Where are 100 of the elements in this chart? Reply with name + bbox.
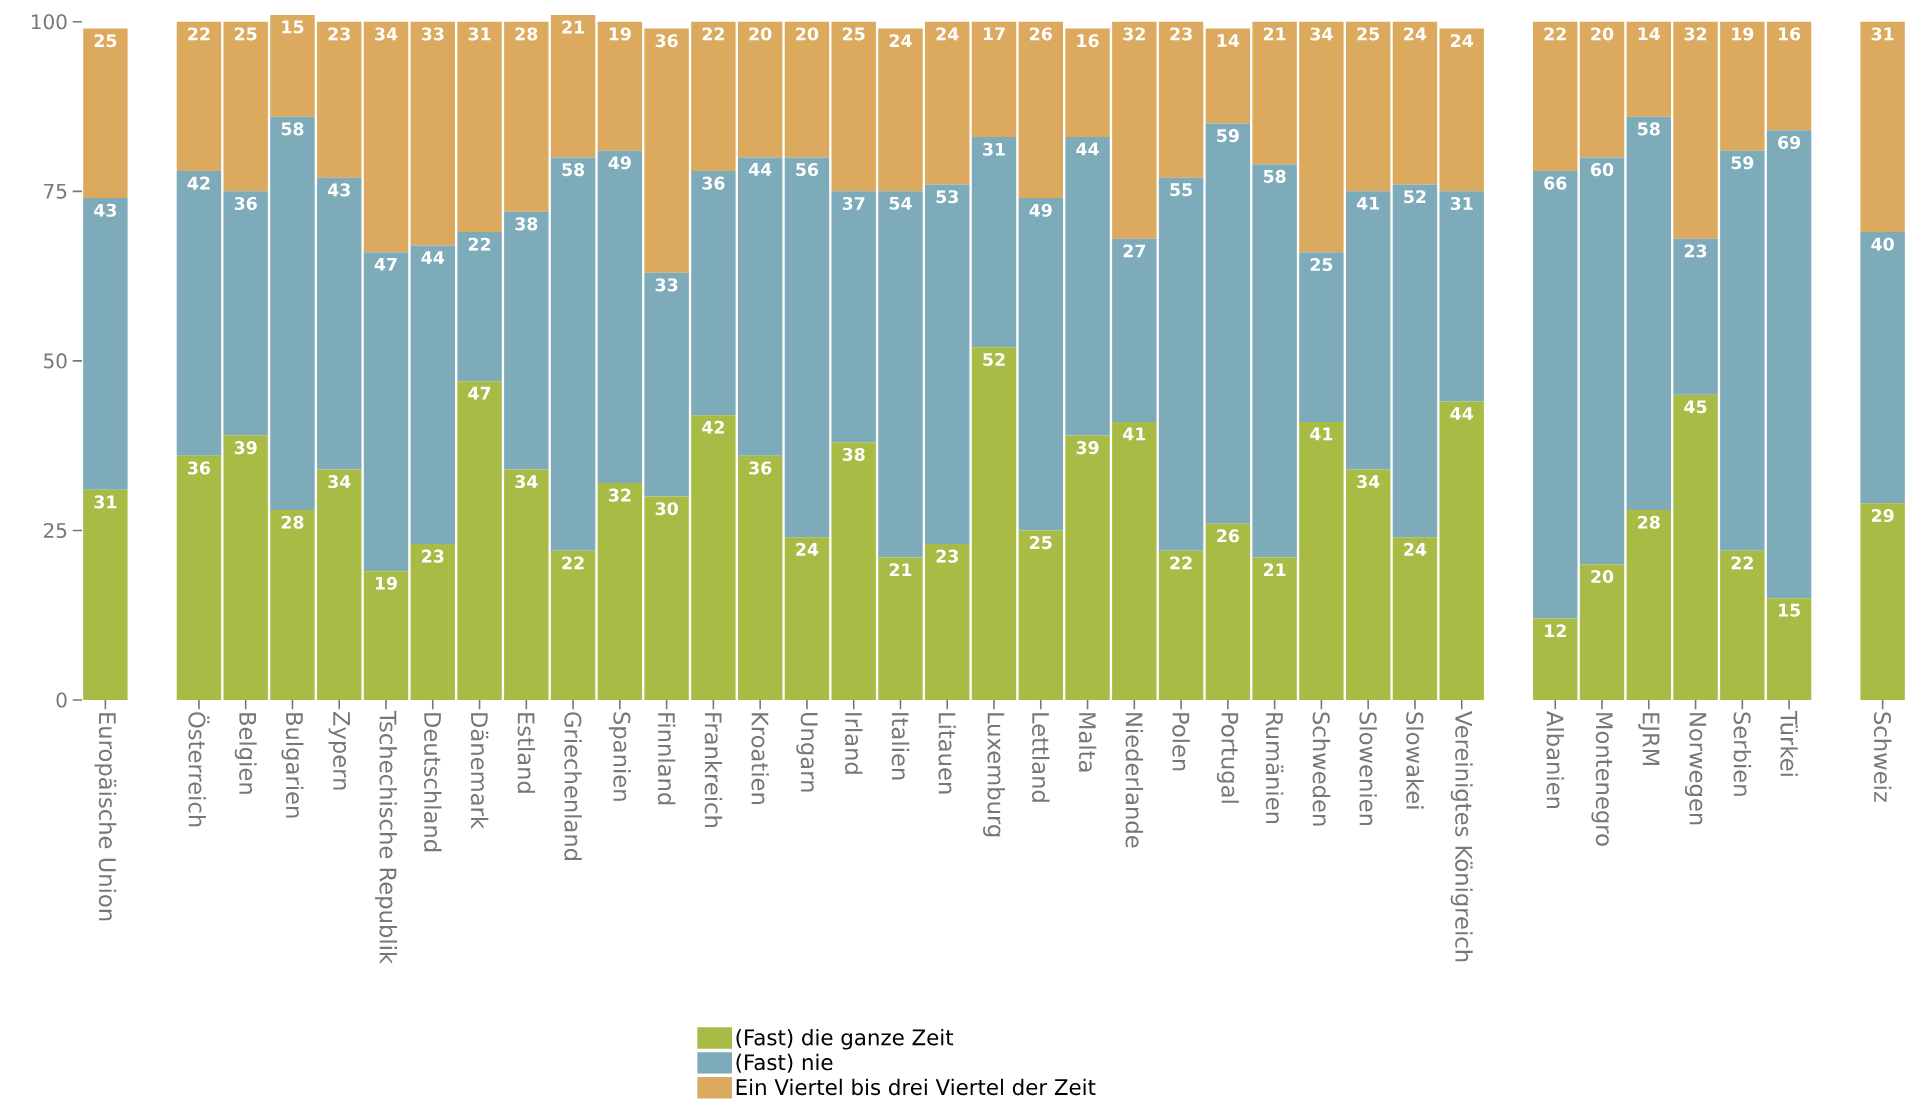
data-label: 54 xyxy=(889,196,912,210)
bar xyxy=(1299,421,1344,700)
bar xyxy=(1860,232,1905,504)
data-label: 28 xyxy=(1638,515,1660,529)
bar xyxy=(1252,557,1297,700)
data-label: 23 xyxy=(328,27,350,41)
data-label: 32 xyxy=(1684,27,1707,41)
x-tick-label: Zypern xyxy=(328,711,350,790)
x-tick-label: Slowenien xyxy=(1359,712,1377,826)
bar xyxy=(1720,21,1765,151)
data-label: 36 xyxy=(655,34,678,48)
bar xyxy=(223,21,268,192)
data-label: 60 xyxy=(1591,163,1614,177)
data-label: 26 xyxy=(1030,27,1052,41)
x-tick-label: Malta xyxy=(1078,713,1097,772)
x-tick-label: Belgien xyxy=(234,713,257,794)
x-tick-label: Frankreich xyxy=(704,713,723,828)
bar xyxy=(971,21,1017,138)
bar xyxy=(83,489,128,700)
bar xyxy=(1439,28,1484,192)
bar xyxy=(878,557,923,700)
bar xyxy=(550,157,596,551)
bar xyxy=(363,252,409,572)
data-label: 34 xyxy=(1310,27,1333,41)
bar xyxy=(1673,394,1718,700)
x-tick-label: Dänemark xyxy=(470,713,489,829)
data-label: 22 xyxy=(468,237,491,251)
bar xyxy=(1065,28,1110,138)
x-tick-label: Finnland xyxy=(657,713,676,805)
bar xyxy=(1626,21,1671,117)
legend-label: (Fast) nie xyxy=(736,1053,833,1073)
bar xyxy=(1065,137,1110,436)
data-label: 43 xyxy=(327,183,350,197)
data-label: 20 xyxy=(749,27,772,41)
data-label: 17 xyxy=(983,27,1005,41)
data-label: 66 xyxy=(1544,176,1567,190)
bar xyxy=(504,469,549,700)
data-label: 22 xyxy=(1544,27,1566,41)
bar xyxy=(1158,177,1204,551)
data-label: 31 xyxy=(468,27,491,41)
bar xyxy=(1392,21,1438,185)
data-label: 31 xyxy=(983,142,1005,156)
bar xyxy=(1299,252,1344,422)
x-tick-label: Tschechische Republik xyxy=(375,710,397,965)
data-label: 29 xyxy=(1871,508,1894,523)
data-label: 24 xyxy=(936,27,959,41)
bar xyxy=(644,496,689,700)
bar xyxy=(1579,157,1625,565)
bar xyxy=(831,21,876,192)
bar xyxy=(831,442,876,700)
data-label: 42 xyxy=(187,176,210,190)
bar xyxy=(223,435,268,700)
y-tick-label: 100 xyxy=(31,14,67,30)
bar xyxy=(1065,435,1110,700)
bar xyxy=(83,198,128,490)
bar xyxy=(1766,598,1812,700)
bar xyxy=(691,415,736,700)
bar xyxy=(270,116,315,511)
bar xyxy=(1112,21,1157,239)
bar xyxy=(363,21,409,253)
data-label: 22 xyxy=(188,27,210,41)
data-label: 47 xyxy=(468,386,491,400)
data-label: 25 xyxy=(843,27,865,41)
data-label: 52 xyxy=(983,352,1005,367)
bar xyxy=(270,15,315,117)
data-label: 28 xyxy=(515,27,538,41)
bar xyxy=(1673,238,1718,395)
x-tick-label: Vereinigtes Königreich xyxy=(1450,711,1473,962)
data-label: 14 xyxy=(1638,27,1661,41)
data-label: 21 xyxy=(1263,27,1286,41)
data-label: 16 xyxy=(1779,27,1801,41)
data-label: 45 xyxy=(1684,400,1707,414)
bar xyxy=(737,157,783,456)
bar xyxy=(550,15,596,158)
data-label: 36 xyxy=(749,461,772,475)
bar xyxy=(1533,170,1578,619)
bar xyxy=(1205,28,1251,124)
data-label: 37 xyxy=(842,196,865,211)
bar xyxy=(1626,510,1671,700)
data-label: 42 xyxy=(702,420,724,434)
x-tick-label: Portugal xyxy=(1216,713,1239,803)
bar xyxy=(1252,21,1297,165)
data-label: 49 xyxy=(608,156,631,170)
bar xyxy=(878,191,923,558)
bar xyxy=(1392,184,1438,538)
data-label: 22 xyxy=(702,27,724,41)
data-label: 44 xyxy=(1450,407,1473,420)
bar xyxy=(176,170,222,456)
bar xyxy=(504,211,549,470)
bar xyxy=(317,469,362,700)
data-label: 23 xyxy=(422,549,444,563)
bar xyxy=(1158,21,1204,178)
data-label: 15 xyxy=(1779,603,1800,617)
x-tick-label: Montenegro xyxy=(1591,713,1613,846)
data-label: 59 xyxy=(1217,129,1239,143)
bar xyxy=(1626,116,1671,511)
data-label: 22 xyxy=(1731,556,1753,570)
data-label: 58 xyxy=(281,122,304,136)
data-label: 15 xyxy=(282,20,304,34)
bar xyxy=(1439,191,1484,402)
